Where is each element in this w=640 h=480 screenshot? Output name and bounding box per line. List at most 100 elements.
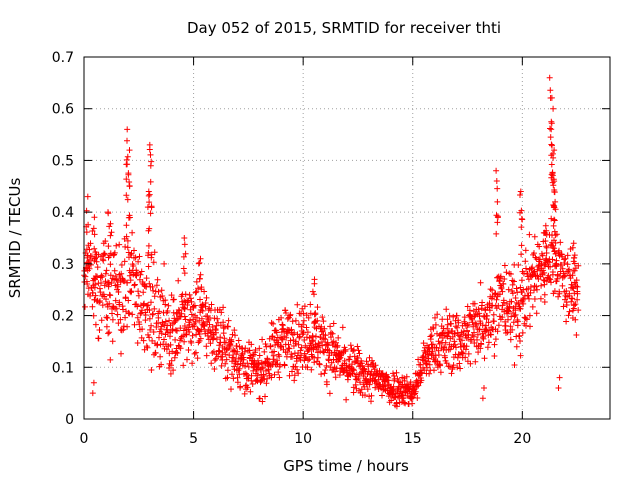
data-point — [147, 210, 154, 217]
data-point — [146, 146, 153, 153]
data-point — [400, 394, 407, 401]
data-point — [520, 300, 527, 307]
data-point — [549, 150, 556, 157]
data-point — [484, 344, 491, 351]
data-point — [208, 301, 215, 308]
data-point — [191, 302, 198, 309]
data-point — [231, 348, 238, 354]
data-point — [137, 271, 144, 278]
data-point — [319, 314, 326, 321]
data-point — [155, 320, 162, 326]
data-point — [123, 156, 130, 163]
data-point — [561, 273, 568, 280]
data-point — [548, 126, 555, 133]
data-point — [385, 377, 392, 384]
data-point — [526, 295, 532, 302]
data-point — [248, 341, 255, 348]
data-point — [516, 332, 523, 339]
data-point — [485, 339, 492, 346]
data-point — [278, 343, 285, 350]
data-point — [123, 176, 130, 183]
data-point — [187, 317, 194, 324]
data-point — [185, 347, 192, 353]
data-point — [465, 350, 472, 357]
data-point — [138, 268, 145, 275]
data-point — [401, 377, 408, 384]
data-point — [479, 395, 486, 402]
data-point — [510, 319, 517, 326]
data-point — [527, 284, 534, 290]
data-point — [316, 361, 323, 368]
data-point — [178, 310, 185, 317]
data-point — [311, 311, 318, 318]
data-point — [152, 349, 159, 356]
data-point — [364, 386, 371, 393]
data-point — [82, 273, 89, 280]
data-point — [231, 327, 238, 334]
data-point — [297, 347, 304, 354]
data-point — [170, 367, 177, 374]
data-point — [456, 360, 463, 367]
data-point — [343, 362, 350, 369]
data-point — [548, 161, 555, 168]
data-point — [508, 298, 515, 305]
data-point — [529, 264, 536, 271]
data-point — [450, 313, 457, 320]
data-point — [314, 317, 321, 324]
data-point — [192, 319, 199, 325]
data-point — [408, 395, 415, 402]
data-point — [484, 312, 491, 319]
data-point — [90, 379, 97, 386]
data-point — [122, 314, 129, 321]
data-point — [330, 320, 337, 327]
data-point — [107, 272, 114, 279]
data-point — [459, 337, 465, 344]
data-point — [91, 214, 98, 221]
data-point — [549, 142, 555, 149]
data-point — [520, 295, 527, 302]
data-point — [292, 338, 299, 345]
data-point — [300, 317, 307, 324]
data-point — [234, 348, 241, 355]
data-point — [182, 291, 189, 298]
data-point — [493, 167, 500, 174]
data-point — [489, 287, 496, 294]
data-point — [499, 302, 506, 309]
data-point — [548, 118, 555, 125]
data-point — [291, 329, 298, 336]
data-point — [127, 277, 134, 284]
data-point — [271, 371, 278, 378]
data-point — [570, 240, 577, 247]
data-point — [103, 323, 110, 330]
data-point — [428, 332, 435, 339]
data-point — [262, 341, 269, 347]
data-point — [518, 224, 525, 231]
data-point — [146, 191, 153, 198]
data-point — [503, 269, 510, 276]
data-point — [527, 323, 533, 330]
data-point — [135, 292, 142, 299]
data-point — [146, 225, 153, 232]
data-point — [106, 223, 113, 230]
data-point — [269, 333, 276, 340]
data-point — [129, 311, 136, 318]
data-point — [468, 336, 475, 343]
data-point — [511, 362, 518, 368]
data-point — [158, 330, 165, 337]
data-point — [109, 338, 116, 345]
data-point — [146, 315, 153, 322]
data-point — [548, 215, 555, 222]
data-point — [511, 313, 518, 320]
data-point — [523, 316, 530, 323]
data-point — [260, 364, 266, 371]
data-point — [169, 348, 176, 355]
data-point — [180, 253, 187, 260]
data-point — [569, 244, 576, 251]
data-point — [220, 319, 227, 326]
data-point — [208, 360, 215, 367]
data-point — [203, 294, 210, 301]
y-axis-title: SRMTID / TECUs — [6, 178, 24, 299]
data-point — [150, 310, 156, 317]
data-point — [352, 381, 359, 388]
